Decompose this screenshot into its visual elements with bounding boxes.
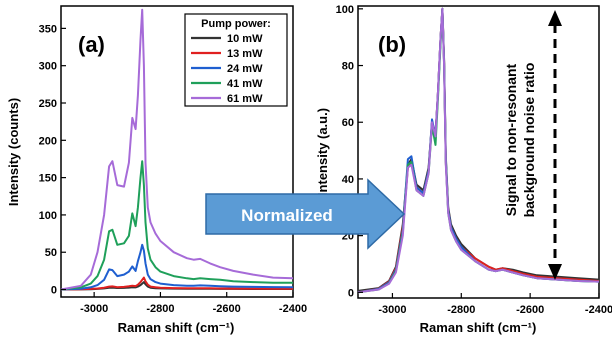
normalized-arrow-label: Normalized [241,206,333,225]
panel-a-series [60,8,294,291]
normalized-arrow-shape [205,178,406,250]
panel-b-series-5-line [357,7,600,294]
panel-a-y-tick-label: 100 [39,210,57,222]
panel-b-y-axis-label: Intensity (a.u.) [315,108,330,196]
panel-b-y-tick-label: 40 [342,174,354,186]
panel-a-y-tick-label: 250 [39,98,57,110]
legend-label: 24 mW [227,63,263,75]
panel-a-y-tick-label: 200 [39,135,57,147]
panel-a-label: (a) [78,32,105,57]
panel-a-y-tick-label: 50 [45,247,57,259]
panel-a-frame [60,5,294,298]
panel-a: -3000 -2800 -2600 -2400 0 50 100 150 200 250 300 3… [6,5,307,335]
panel-a-y-axis-label: Intensity (counts) [6,98,21,206]
snr-arrow-head-down [548,264,562,280]
legend-title: Pump power: [201,18,271,30]
legend: Pump power: 10 mW 13 mW 24 mW 41 mW 61 mW [184,13,288,107]
panel-a-y-ticks: 0 50 100 150 200 250 300 350 [39,23,66,297]
snr-arrow-head-up [548,10,562,26]
panel-a-x-ticks: -3000 -2800 -2600 -2400 [80,292,307,315]
panel-a-y-tick-label: 150 [39,173,57,185]
normalized-arrow: Normalized [205,178,406,250]
panel-a-x-tick-label: -2400 [279,303,307,315]
panel-a-y-tick-label: 350 [39,23,57,35]
panel-b-x-tick-label: -3000 [378,304,406,316]
panel-b-x-tick-label: -2600 [516,304,544,316]
panel-b-series [357,7,600,294]
panel-a-x-tick-label: -2600 [213,303,241,315]
panel-b-x-tick-label: -2800 [447,304,475,316]
panel-b-y-tick-label: 60 [342,117,354,129]
panel-b-x-tick-label: -2400 [585,304,612,316]
snr-annotation-line1: Signal to non-resonant [503,63,519,216]
legend-box [184,13,288,107]
snr-annotation: Signal to non-resonant background noise … [503,10,562,280]
panel-a-y-tick-label: 300 [39,61,57,73]
legend-label: 41 mW [227,78,263,90]
panel-b-x-axis-label: Raman shift (cm⁻¹) [420,320,537,335]
panel-a-series-4-line [60,160,293,291]
panel-b-y-tick-label: 0 [348,287,354,299]
legend-label: 10 mW [227,33,263,45]
panel-a-series-5-line [60,8,294,291]
panel-a-x-axis-label: Raman shift (cm⁻¹) [118,320,235,335]
snr-annotation-line2: background noise ratio [521,63,537,218]
panel-b-y-tick-label: 100 [336,4,354,16]
panel-b-label: (b) [378,32,406,57]
legend-label: 13 mW [227,48,263,60]
panel-a-y-tick-label: 0 [51,285,57,297]
panel-b-frame [357,5,600,299]
panel-a-series-2-line [60,276,293,291]
legend-label: 61 mW [227,93,263,105]
panel-b-y-tick-label: 80 [342,61,354,73]
panel-a-x-tick-label: -2800 [146,303,174,315]
panel-a-series-3-line [60,243,294,291]
panel-b-x-ticks: -3000 -2800 -2600 -2400 [378,293,612,316]
panel-a-x-tick-label: -3000 [80,303,108,315]
legend-items: 10 mW 13 mW 24 mW 41 mW 61 mW [191,33,263,105]
